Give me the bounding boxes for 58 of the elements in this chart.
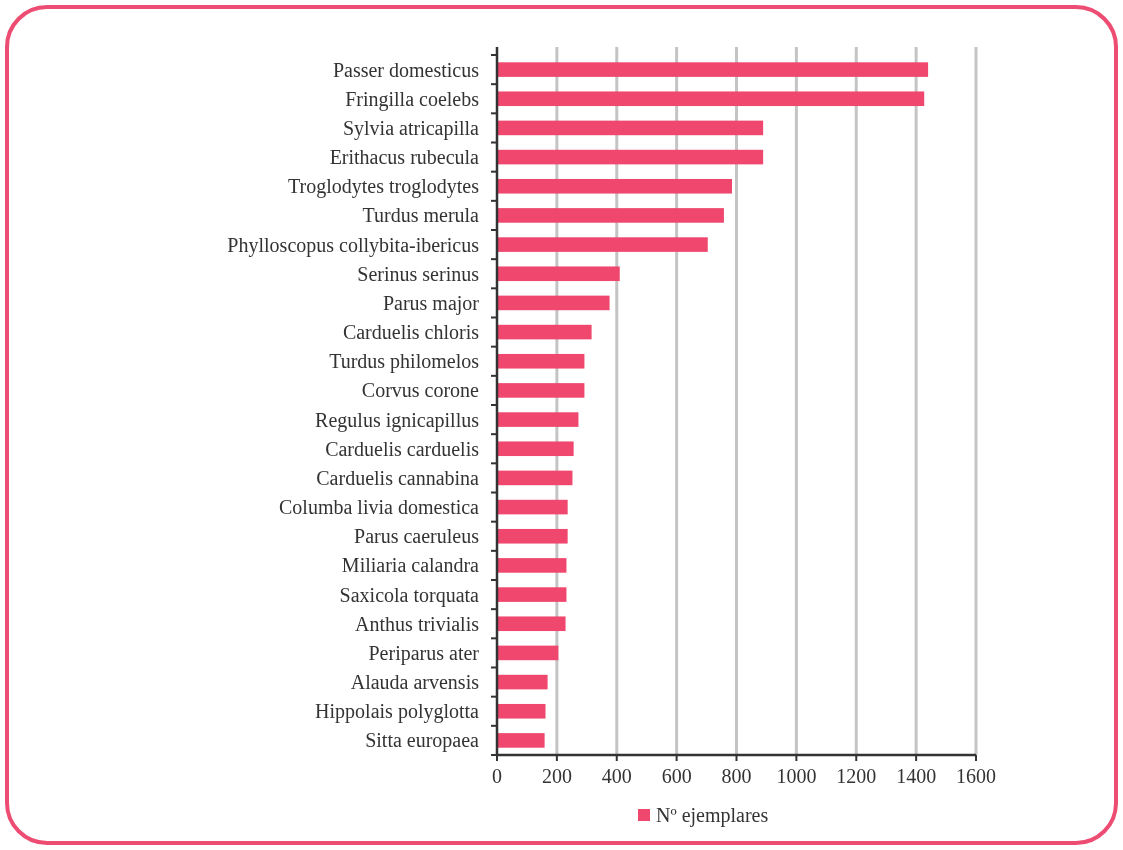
bar bbox=[497, 528, 568, 544]
y-tick-label: Sitta europaea bbox=[365, 729, 480, 753]
bar bbox=[497, 208, 724, 223]
bar bbox=[497, 733, 545, 748]
y-tick-label: Parus major bbox=[382, 291, 480, 315]
y-tick-label: Erithacus rubecula bbox=[329, 146, 480, 169]
x-tick-label: 600 bbox=[661, 765, 692, 787]
bar bbox=[497, 91, 925, 107]
bar bbox=[497, 412, 579, 427]
x-tick-label: 1200 bbox=[836, 765, 877, 787]
y-tick-label: Regulus ignicapillus bbox=[315, 408, 480, 432]
x-tick-label: 400 bbox=[601, 765, 632, 787]
y-tick-label: Anthus trivialis bbox=[355, 612, 480, 635]
bar bbox=[497, 587, 567, 602]
y-tick-label: Carduelis cannabina bbox=[316, 466, 480, 489]
y-tick-label: Sylvia atricapilla bbox=[342, 116, 480, 140]
y-tick-label: Hippolais polyglotta bbox=[315, 700, 480, 724]
y-tick-label: Troglodytes troglodytes bbox=[288, 175, 480, 199]
y-tick-label: Turdus merula bbox=[362, 204, 480, 227]
bar bbox=[497, 178, 733, 194]
y-tick-label: Parus caeruleus bbox=[354, 525, 480, 548]
y-tick-label: Fringilla coelebs bbox=[345, 87, 480, 111]
bar bbox=[497, 149, 764, 165]
y-tick-label: Miliaria calandra bbox=[341, 554, 480, 577]
x-tick-label: 800 bbox=[721, 765, 752, 787]
bar bbox=[497, 324, 592, 340]
y-tick-label: Turdus philomelos bbox=[329, 350, 480, 374]
y-tick-label: Periparus ater bbox=[368, 641, 480, 665]
bar bbox=[497, 120, 764, 136]
y-tick-label: Alauda arvensis bbox=[350, 671, 480, 694]
y-tick-label: Columba livia domestica bbox=[279, 496, 480, 519]
bar bbox=[497, 616, 566, 632]
bar bbox=[497, 470, 573, 486]
bar bbox=[497, 266, 620, 282]
x-tick-label: 1000 bbox=[776, 765, 817, 787]
bar bbox=[497, 674, 548, 690]
y-tick-label: Saxicola torquata bbox=[339, 583, 480, 607]
x-tick-label: 1600 bbox=[956, 765, 996, 787]
y-tick-label: Carduelis chloris bbox=[342, 321, 480, 344]
bar bbox=[497, 353, 585, 369]
x-tick-label: 200 bbox=[541, 765, 572, 787]
bar bbox=[497, 703, 546, 719]
x-tick-label: 1400 bbox=[896, 765, 937, 787]
bar bbox=[497, 62, 929, 77]
bar bbox=[497, 645, 559, 661]
x-tick-label: 0 bbox=[492, 765, 502, 787]
bar bbox=[497, 441, 574, 457]
bar bbox=[497, 295, 610, 311]
y-tick-label: Carduelis carduelis bbox=[325, 437, 480, 460]
y-tick-label: Serinus serinus bbox=[357, 262, 480, 285]
y-tick-label: Phylloscopus collybita-ibericus bbox=[227, 233, 480, 257]
bar bbox=[497, 499, 568, 515]
bar bbox=[497, 558, 567, 573]
bar bbox=[497, 383, 585, 398]
y-tick-label: Corvus corone bbox=[361, 379, 480, 402]
legend-label: Nº ejemplares bbox=[656, 804, 769, 827]
bar bbox=[497, 237, 708, 252]
y-tick-label: Passer domesticus bbox=[332, 58, 480, 81]
